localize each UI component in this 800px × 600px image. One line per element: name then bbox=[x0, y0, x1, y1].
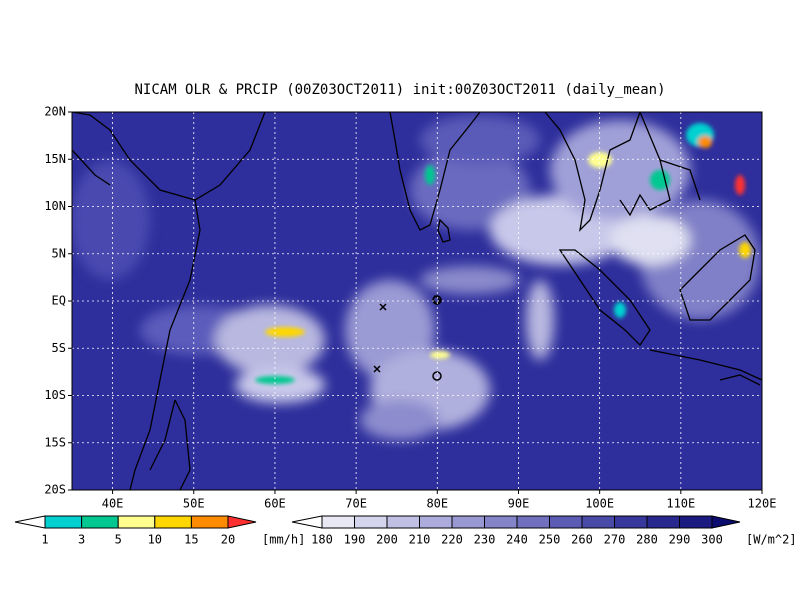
colorbar-box bbox=[321, 515, 355, 529]
colorbar-label: 200 bbox=[376, 533, 398, 547]
lat-label: EQ bbox=[52, 294, 66, 308]
colorbar-box bbox=[117, 515, 156, 529]
colorbar-box bbox=[516, 515, 550, 529]
colorbar-label: 300 bbox=[701, 533, 723, 547]
colorbar-box bbox=[679, 515, 713, 529]
axes: 20N 15N 10N 5N EQ 5S 10S 15S 20S 40E 50E 60E 70E 80E 9… bbox=[44, 105, 776, 511]
lon-label: 80E bbox=[426, 497, 448, 511]
colorbar-box bbox=[154, 515, 192, 529]
colorbar-box bbox=[549, 515, 583, 529]
colorbar-label: 15 bbox=[184, 533, 198, 547]
colorbar-label: 3 bbox=[78, 533, 85, 547]
colorbar-label: 20 bbox=[221, 533, 235, 547]
colorbar-arrow bbox=[291, 515, 323, 529]
colorbar-box bbox=[190, 515, 229, 529]
lon-label: 120E bbox=[748, 497, 777, 511]
coastlines bbox=[72, 112, 762, 490]
lat-label: 20S bbox=[44, 483, 66, 497]
colorbar-label: 230 bbox=[474, 533, 496, 547]
lon-label: 100E bbox=[585, 497, 614, 511]
colorbar-label: 180 bbox=[311, 533, 333, 547]
lon-label: 110E bbox=[666, 497, 695, 511]
colorbar-label: 280 bbox=[636, 533, 658, 547]
colorbar-label: 220 bbox=[441, 533, 463, 547]
colorbar-label: 240 bbox=[506, 533, 528, 547]
colorbar-label: 290 bbox=[669, 533, 691, 547]
lon-label: 40E bbox=[102, 497, 124, 511]
colorbar-label: 10 bbox=[148, 533, 162, 547]
colorbar-label: 1 bbox=[41, 533, 48, 547]
colorbar-box bbox=[419, 515, 453, 529]
cloud-field bbox=[72, 115, 760, 440]
map bbox=[72, 112, 762, 490]
map-title: NICAM OLR & PRCIP (00Z03OCT2011) init:00… bbox=[134, 82, 665, 98]
colorbar-box bbox=[646, 515, 680, 529]
lon-label: 90E bbox=[508, 497, 530, 511]
colorbar-label: 190 bbox=[344, 533, 366, 547]
colorbar-box bbox=[354, 515, 388, 529]
lat-label: 20N bbox=[44, 105, 66, 119]
colorbar-label: 210 bbox=[409, 533, 431, 547]
colorbar-box bbox=[81, 515, 119, 529]
lat-label: 15N bbox=[44, 152, 66, 166]
lat-label: 15S bbox=[44, 435, 66, 449]
lon-label: 60E bbox=[264, 497, 286, 511]
colorbar-box bbox=[581, 515, 615, 529]
lon-label: 70E bbox=[345, 497, 367, 511]
colorbar-arrow bbox=[227, 515, 257, 529]
lat-label: 10N bbox=[44, 199, 66, 213]
colorbar-unit: [mm/h] bbox=[262, 533, 305, 547]
lat-label: 10S bbox=[44, 388, 66, 402]
lat-label: 5S bbox=[52, 341, 66, 355]
colorbar-label: 5 bbox=[115, 533, 122, 547]
grid bbox=[72, 112, 762, 490]
colorbar-label: 260 bbox=[571, 533, 593, 547]
colorbar-unit: [W/m^2] bbox=[746, 533, 797, 547]
legends: 1 3 5 10 15 20 [mm/h] 180 190 200 210 220 230 240 250 2… bbox=[14, 515, 797, 547]
colorbar-label: 250 bbox=[539, 533, 561, 547]
colorbar-label: 270 bbox=[604, 533, 626, 547]
lon-label: 50E bbox=[183, 497, 205, 511]
colorbar-arrow bbox=[711, 515, 741, 529]
colorbar-box bbox=[386, 515, 420, 529]
colorbar-box bbox=[484, 515, 518, 529]
colorbar-arrow bbox=[14, 515, 46, 529]
colorbar-box bbox=[451, 515, 485, 529]
lat-label: 5N bbox=[52, 246, 66, 260]
colorbar-box bbox=[44, 515, 83, 529]
colorbar-box bbox=[614, 515, 648, 529]
